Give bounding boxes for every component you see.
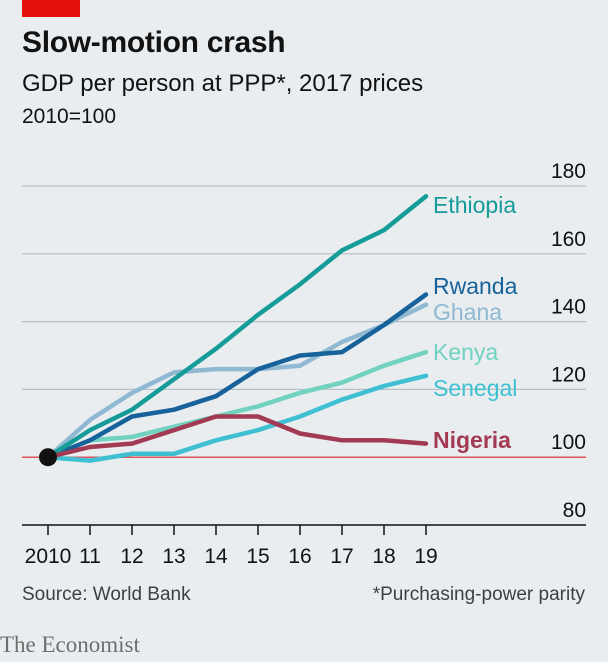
series-label-ghana: Ghana: [433, 299, 502, 325]
series-line-rwanda: [45, 292, 429, 460]
x-tick-label: 12: [120, 545, 143, 568]
x-tick-label: 19: [414, 545, 437, 568]
x-tick-label: 16: [288, 545, 311, 568]
y-tick-label: 160: [551, 228, 586, 251]
series-line-kenya: [45, 349, 429, 460]
series-label-kenya: Kenya: [433, 339, 498, 365]
chart-title: Slow-motion crash: [22, 26, 286, 59]
x-tick-label: 13: [162, 545, 185, 568]
index-note: 2010=100: [22, 105, 117, 128]
y-tick-label: 100: [551, 431, 586, 454]
brand-wordmark: The Economist: [0, 632, 140, 657]
series-line-senegal: [45, 373, 429, 463]
series-line-nigeria: [45, 414, 429, 460]
origin-dot: [39, 448, 57, 467]
x-tick-label: 15: [246, 545, 269, 568]
y-tick-label: 180: [551, 160, 586, 183]
x-tick-label: 17: [330, 545, 353, 568]
series-line-ethiopia: [45, 193, 429, 460]
chart-subtitle: GDP per person at PPP*, 2017 prices: [22, 70, 424, 97]
brand-red-tab: [22, 0, 80, 17]
series-label-nigeria: Nigeria: [433, 427, 511, 453]
x-tick-label: 11: [79, 545, 101, 568]
x-tick-label: 18: [372, 545, 395, 568]
series-label-rwanda: Rwanda: [433, 273, 518, 299]
series-line-ghana: [45, 302, 429, 460]
y-tick-label: 140: [551, 296, 586, 319]
series-label-senegal: Senegal: [433, 375, 517, 401]
x-tick-label: 2010: [25, 545, 72, 568]
y-tick-label: 80: [563, 499, 586, 522]
source-note: Source: World Bank: [22, 584, 191, 605]
y-tick-label: 120: [551, 363, 586, 386]
footnote: *Purchasing-power parity: [372, 584, 585, 605]
x-tick-label: 14: [204, 545, 228, 568]
series-label-ethiopia: Ethiopia: [433, 192, 516, 218]
